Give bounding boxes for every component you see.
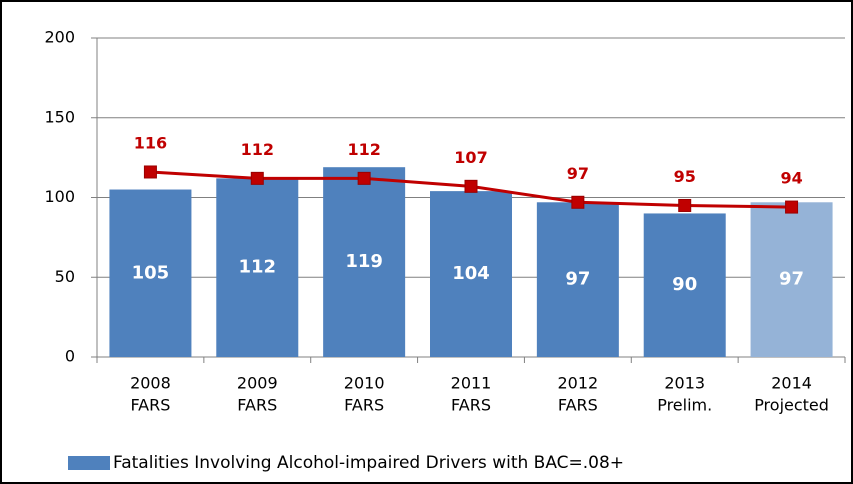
bar-label: 104 (452, 263, 490, 284)
line-label: 94 (780, 169, 802, 188)
bar (536, 202, 619, 357)
x-tick-label: FARS (558, 396, 598, 415)
x-tick-label: Prelim. (657, 396, 712, 415)
marker (357, 171, 371, 185)
line-label: 97 (567, 164, 589, 183)
x-tick-label: 2012 (557, 374, 598, 393)
x-tick-label: 2014 (771, 374, 812, 393)
bar-label: 90 (672, 274, 697, 295)
line-label: 107 (454, 148, 487, 167)
bar (430, 191, 512, 357)
x-tick-label: FARS (130, 396, 170, 415)
legend-swatch (68, 456, 110, 470)
marker (143, 165, 157, 179)
bar-label: 97 (565, 269, 590, 290)
y-tick-label: 0 (65, 347, 75, 366)
marker (785, 200, 799, 214)
x-tick-label: 2008 (130, 374, 171, 393)
bar (643, 213, 726, 357)
x-tick-label: 2009 (237, 374, 278, 393)
line-label: 112 (347, 140, 380, 159)
y-tick-label: 100 (44, 187, 75, 206)
marker (464, 179, 478, 193)
x-tick-label: FARS (451, 396, 491, 415)
x-tick-label: 2011 (451, 374, 492, 393)
x-tick-label: Projected (754, 396, 829, 415)
x-tick-label: FARS (344, 396, 384, 415)
line-label: 116 (134, 133, 167, 152)
marker (571, 195, 585, 209)
bar-label: 112 (238, 257, 276, 278)
y-tick-label: 200 (44, 28, 75, 47)
line-label: 112 (241, 140, 274, 159)
bar-label: 105 (132, 262, 170, 283)
x-tick-label: 2013 (664, 374, 705, 393)
bar (323, 167, 406, 357)
line-label: 95 (674, 167, 696, 186)
marker (678, 198, 692, 212)
bar-label: 119 (345, 251, 383, 272)
legend-label: Fatalities Involving Alcohol-impaired Dr… (113, 453, 624, 473)
bar (216, 178, 299, 357)
marker (250, 171, 264, 185)
bar-label: 97 (779, 269, 804, 290)
bar (750, 202, 833, 357)
y-tick-label: 50 (55, 267, 75, 286)
bar (109, 189, 192, 357)
y-tick-label: 150 (44, 107, 75, 126)
x-tick-label: FARS (237, 396, 277, 415)
x-tick-label: 2010 (344, 374, 385, 393)
